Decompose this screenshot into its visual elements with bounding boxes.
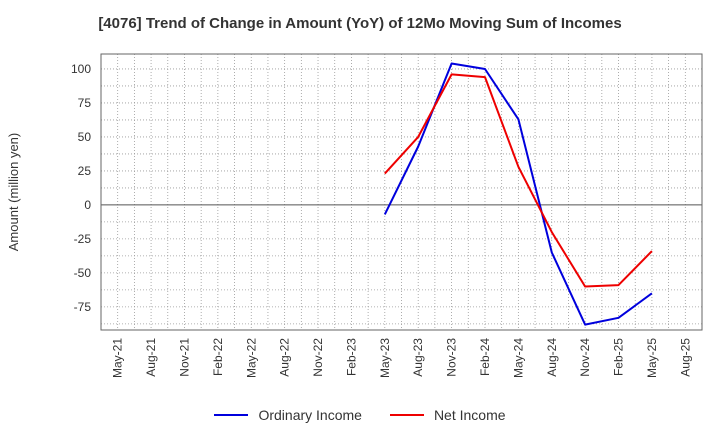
series-lines [383,62,653,326]
x-tick-label: Feb-24 [478,338,492,376]
y-tick-label: 0 [84,198,91,212]
x-tick-label: May-22 [244,338,258,378]
x-tick-label: Nov-22 [311,338,325,377]
y-tick-label: 75 [78,96,92,110]
x-tick-label: Aug-25 [678,338,692,377]
y-axis-label: Amount (million yen) [6,133,21,252]
y-tick-label: 100 [71,62,91,76]
series-line-0 [383,62,653,326]
legend-label: Ordinary Income [258,407,362,423]
series-line-1 [384,73,653,288]
x-tick-label: May-25 [645,338,659,378]
plot-frame [100,53,703,331]
x-tick-label: May-24 [511,338,525,378]
x-tick-label: Feb-22 [211,338,225,376]
x-tick-label: Nov-24 [578,338,592,377]
x-tick-label: Aug-22 [278,338,292,377]
y-tick-label: 50 [78,130,92,144]
x-tick-label: Feb-25 [612,338,626,376]
y-tick-label: 25 [78,164,92,178]
legend-swatch [389,414,424,416]
x-tick-label: Nov-21 [177,338,191,377]
y-tick-labels: 100 75 50 25 0 -25 -50 -75 [71,62,91,314]
x-tick-label: Aug-21 [144,338,158,377]
x-tick-label: Aug-24 [545,338,559,377]
legend-item: Net Income [389,407,506,423]
x-tick-label: May-21 [111,338,125,378]
y-tick-label: -50 [74,266,92,280]
legend-item: Ordinary Income [214,407,362,423]
chart-title: [4076] Trend of Change in Amount (YoY) o… [98,15,622,32]
legend: Ordinary Income Net Income [0,404,720,426]
x-tick-label: Nov-23 [445,338,459,377]
legend-label: Net Income [433,407,506,423]
x-tick-label: Feb-23 [344,338,358,376]
x-tick-labels: May-21 Aug-21 Nov-21 Feb-22 May-22 Aug-22 Nov-… [111,338,693,378]
grid-lines [101,54,702,330]
x-tick-label: May-23 [378,338,392,378]
y-tick-label: -75 [74,300,92,314]
legend-swatch [214,414,249,416]
y-tick-label: -25 [74,232,92,246]
x-tick-label: Aug-23 [411,338,425,377]
